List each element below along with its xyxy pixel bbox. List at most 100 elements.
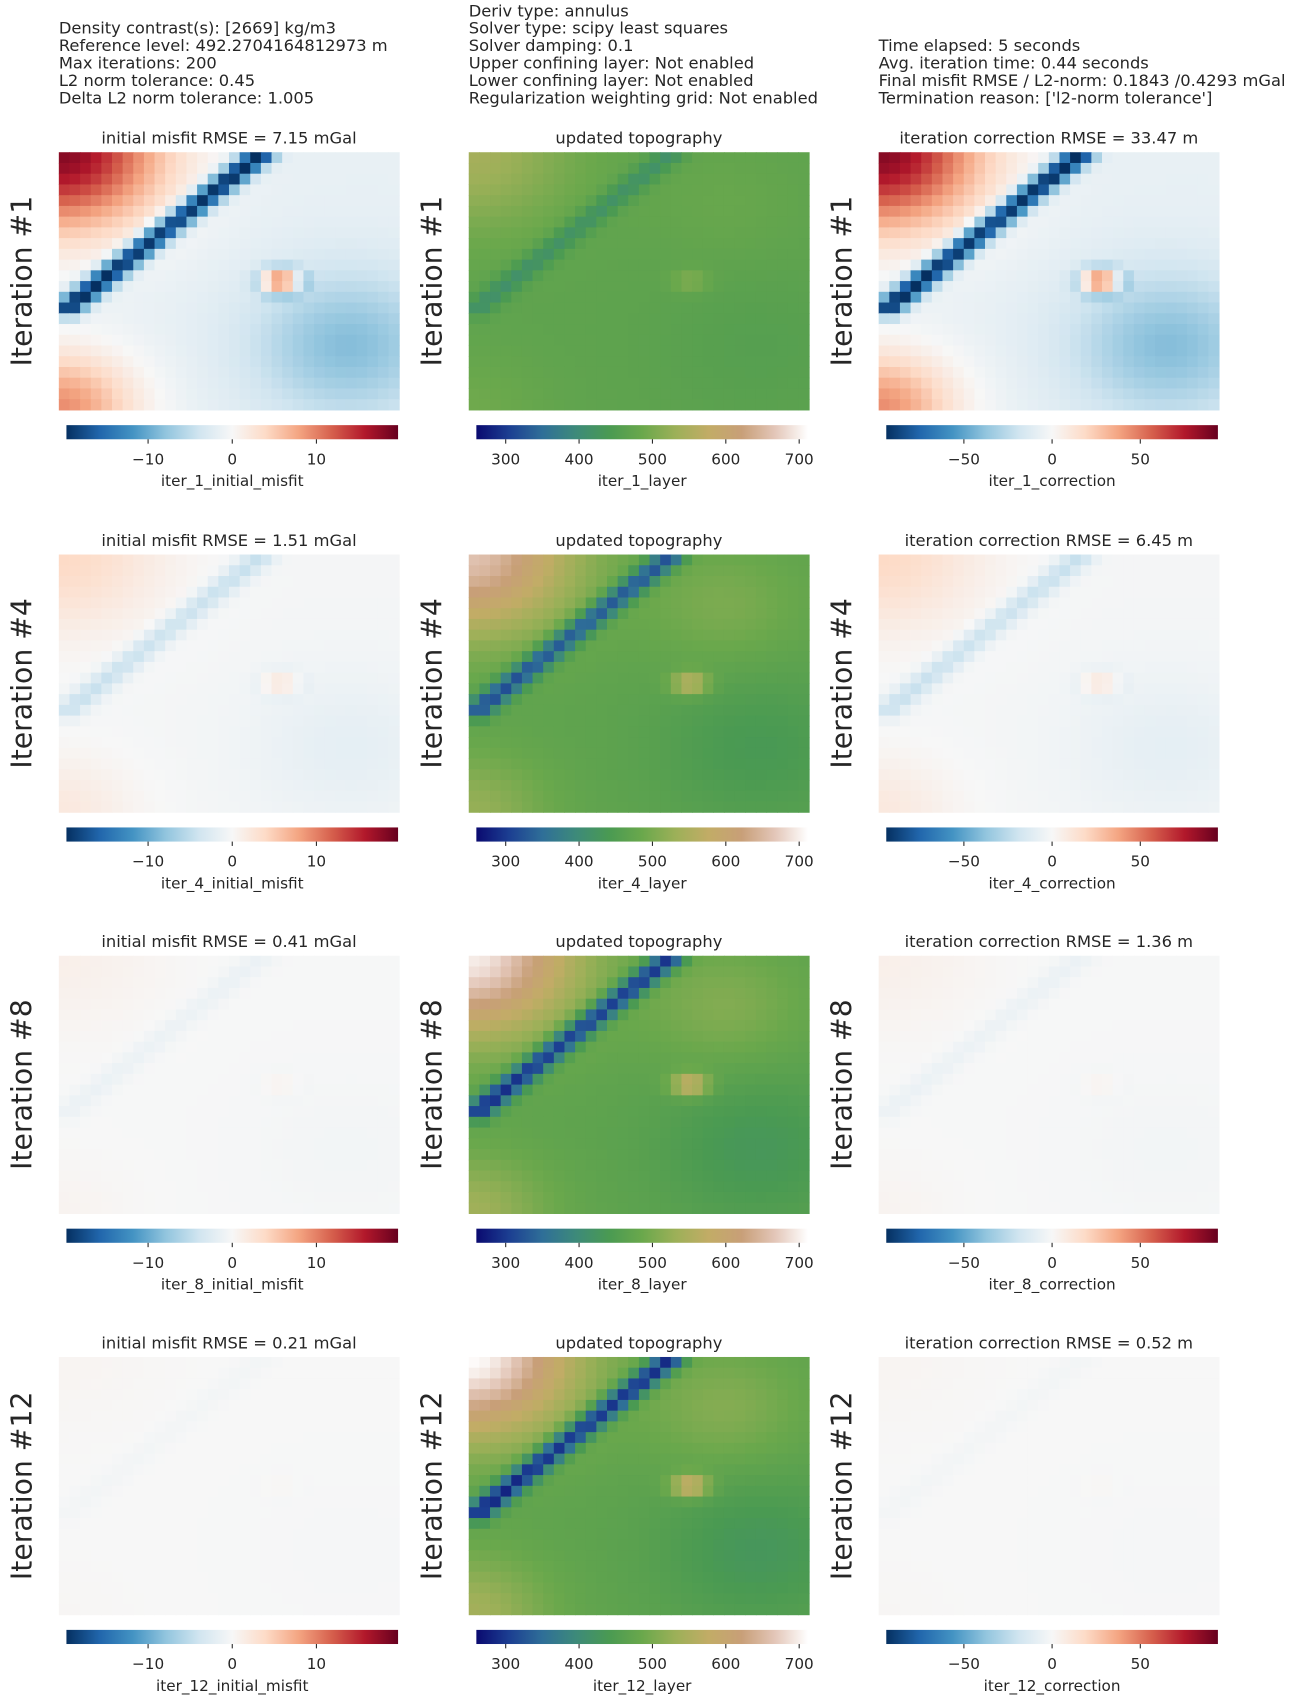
colorbar: [886, 1629, 1218, 1645]
colorbar: [476, 1228, 808, 1243]
row-label: Iteration #4: [6, 598, 39, 769]
colorbar-tick-label: 400: [565, 450, 594, 468]
colorbar-tick-label: 500: [638, 853, 667, 871]
heatmap-image: [58, 554, 400, 813]
colorbar: [476, 1629, 808, 1645]
row-label: Iteration #1: [6, 196, 39, 367]
panel-title: iteration correction RMSE = 1.36 m: [905, 932, 1193, 951]
header-line: Delta L2 norm tolerance: 1.005: [59, 88, 314, 107]
panel-title: updated topography: [555, 531, 722, 550]
colorbar-tick-label: 600: [711, 1655, 740, 1673]
header-line: Density contrast(s): [2669] kg/m3: [59, 19, 336, 38]
row-label: Iteration #1: [825, 196, 858, 367]
colorbar-label: iter_1_layer: [598, 472, 688, 491]
panel-title: updated topography: [555, 932, 722, 951]
colorbar-tick-label: 0: [227, 853, 237, 871]
heatmap-image: [468, 554, 810, 813]
header-line: Regularization weighting grid: Not enabl…: [469, 88, 818, 107]
colorbar-tick-label: 300: [491, 1655, 520, 1673]
colorbar-tick-label: 0: [1047, 1254, 1057, 1272]
header-line: Final misfit RMSE / L2-norm: 0.1843 /0.4…: [879, 71, 1286, 90]
colorbar-tick-label: 0: [1047, 1655, 1057, 1673]
colorbar: [66, 1629, 399, 1645]
heatmap-image: [878, 955, 1220, 1214]
colorbar-tick-label: 0: [227, 450, 237, 468]
colorbar: [886, 425, 1218, 440]
panel-title: iteration correction RMSE = 6.45 m: [905, 531, 1193, 550]
header-line: Solver type: scipy least squares: [469, 19, 728, 38]
colorbar-label: iter_1_initial_misfit: [161, 472, 304, 491]
colorbar-tick-label: 700: [785, 853, 814, 871]
header-line: Termination reason: ['l2-norm tolerance'…: [878, 88, 1213, 107]
colorbar-tick-label: 0: [227, 1254, 237, 1272]
colorbar-tick-label: 50: [1131, 1655, 1150, 1673]
colorbar-label: iter_8_correction: [988, 1276, 1115, 1295]
colorbar-tick-label: −50: [948, 853, 980, 871]
heatmap-image: [58, 152, 400, 411]
colorbar-label: iter_12_correction: [984, 1677, 1121, 1696]
colorbar-tick-label: 10: [307, 1655, 326, 1673]
panel-title: iteration correction RMSE = 0.52 m: [905, 1333, 1193, 1352]
row-label: Iteration #4: [825, 598, 858, 769]
colorbar-tick-label: −10: [132, 1254, 164, 1272]
colorbar: [66, 827, 399, 842]
colorbar-tick-label: −10: [132, 853, 164, 871]
colorbar-tick-label: 600: [711, 1254, 740, 1272]
heatmap-image: [58, 1356, 400, 1616]
colorbar: [476, 425, 808, 440]
panel-title: updated topography: [555, 129, 722, 148]
row-label: Iteration #1: [416, 196, 449, 367]
colorbar-tick-label: 300: [491, 450, 520, 468]
colorbar-tick-label: 0: [1047, 853, 1057, 871]
panel-title: initial misfit RMSE = 0.41 mGal: [101, 932, 356, 951]
header-line: Deriv type: annulus: [469, 1, 629, 20]
row-label: Iteration #8: [6, 999, 39, 1170]
colorbar-tick-label: 50: [1131, 853, 1150, 871]
colorbar-tick-label: 50: [1131, 450, 1150, 468]
header-line: Upper confining layer: Not enabled: [469, 54, 754, 73]
panel-title: iteration correction RMSE = 33.47 m: [899, 129, 1198, 148]
colorbar-tick-label: 500: [638, 450, 667, 468]
colorbar-tick-label: −50: [948, 1254, 980, 1272]
heatmap-image: [468, 955, 810, 1214]
header-line: Lower confining layer: Not enabled: [469, 71, 754, 90]
colorbar-label: iter_12_layer: [593, 1677, 692, 1696]
row-label: Iteration #4: [416, 598, 449, 769]
colorbar-tick-label: 50: [1131, 1254, 1150, 1272]
colorbar-tick-label: 500: [638, 1254, 667, 1272]
heatmap-image: [468, 152, 810, 411]
colorbar-label: iter_4_correction: [988, 874, 1115, 893]
colorbar-tick-label: 700: [785, 450, 814, 468]
header-line: Solver damping: 0.1: [469, 36, 634, 55]
header-line: L2 norm tolerance: 0.45: [59, 71, 255, 90]
colorbar-tick-label: 700: [785, 1254, 814, 1272]
colorbar-tick-label: 300: [491, 1254, 520, 1272]
heatmap-image: [468, 1356, 810, 1616]
colorbar-tick-label: 700: [785, 1655, 814, 1673]
colorbar-tick-label: 10: [307, 1254, 326, 1272]
colorbar-label: iter_4_layer: [598, 874, 688, 893]
colorbar-tick-label: −50: [948, 1655, 980, 1673]
row-label: Iteration #12: [825, 1392, 858, 1581]
header-line: Max iterations: 200: [59, 54, 217, 73]
colorbar-label: iter_8_initial_misfit: [161, 1276, 304, 1295]
colorbar-label: iter_1_correction: [988, 472, 1115, 491]
colorbar-tick-label: −50: [948, 450, 980, 468]
panel-title: initial misfit RMSE = 0.21 mGal: [101, 1333, 356, 1352]
colorbar-tick-label: 0: [227, 1655, 237, 1673]
colorbar: [476, 827, 808, 842]
colorbar-label: iter_8_layer: [598, 1276, 688, 1295]
colorbar-tick-label: 500: [638, 1655, 667, 1673]
colorbar: [886, 827, 1218, 842]
colorbar: [886, 1228, 1218, 1243]
colorbar-tick-label: 400: [565, 853, 594, 871]
colorbar-tick-label: 400: [565, 1254, 594, 1272]
panel-title: updated topography: [555, 1333, 722, 1352]
panel-title: initial misfit RMSE = 1.51 mGal: [101, 531, 356, 550]
colorbar-tick-label: 600: [711, 450, 740, 468]
row-label: Iteration #8: [825, 999, 858, 1170]
row-label: Iteration #12: [6, 1392, 39, 1581]
row-label: Iteration #12: [416, 1392, 449, 1581]
row-label: Iteration #8: [416, 999, 449, 1170]
